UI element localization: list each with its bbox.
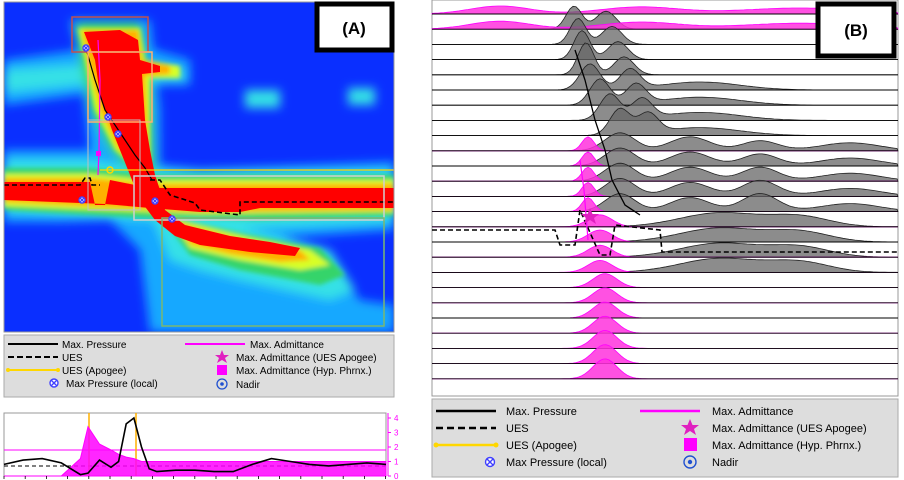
overlay-box-orange bbox=[87, 51, 153, 123]
legend-label-ues-apogee: UES (Apogee) bbox=[62, 366, 126, 377]
legend-b-label-max-admittance: Max. Admittance bbox=[712, 406, 793, 418]
inset-right-tick-label: 3 bbox=[394, 429, 399, 438]
max-pressure-local-marker bbox=[104, 113, 112, 121]
heatmap-lower-left bbox=[4, 215, 170, 332]
legend-label-nadir: Nadir bbox=[236, 380, 261, 391]
waterfall-max-pressure-line bbox=[574, 49, 641, 216]
legend-label-admittance-hyp-phrnx: Max. Admittance (Hyp. Phrnx.) bbox=[236, 366, 372, 377]
legend-b-swatch-admittance-hyp-phrnx bbox=[684, 438, 697, 451]
panel-b-waterfall bbox=[431, 0, 899, 397]
legend-b-label-ues-apogee: UES (Apogee) bbox=[506, 440, 577, 452]
panel-a-tag-label: (A) bbox=[342, 19, 366, 38]
panel-b-tag-label: (B) bbox=[844, 21, 868, 40]
legend-b-swatch-max-pressure-local bbox=[484, 456, 496, 468]
panel-b-legend: Max. Pressure UES UES (Apogee) Max Press… bbox=[431, 398, 899, 478]
panel-b-tag: (B) bbox=[815, 1, 897, 59]
legend-b-swatch-admittance-apogee bbox=[681, 419, 699, 435]
waterfall-admittance-line bbox=[579, 159, 589, 241]
overlay-box-gray bbox=[133, 175, 385, 221]
ues-line bbox=[4, 177, 394, 216]
max-admittance-line bbox=[97, 39, 101, 176]
inset-pressure-line bbox=[3, 416, 387, 476]
legend-b-label-admittance-hyp-phrnx: Max. Admittance (Hyp. Phrnx.) bbox=[712, 440, 861, 452]
overlay-box-inner bbox=[87, 119, 141, 211]
legend-swatch-max-pressure-local bbox=[49, 378, 59, 388]
inset-right-tick-label: 2 bbox=[394, 443, 399, 452]
legend-b-label-ues: UES bbox=[506, 423, 529, 435]
inset-admittance-area bbox=[4, 425, 387, 477]
panel-a-frame bbox=[3, 1, 395, 333]
legend-swatch-ues-apogee-dot bbox=[56, 368, 60, 372]
overlay-box-green bbox=[161, 217, 385, 327]
panel-a-inset-trace: 4 3 2 1 0 bbox=[3, 412, 399, 480]
ues-apogee-marker bbox=[106, 166, 114, 174]
heatmap-core-layer bbox=[4, 30, 394, 256]
max-pressure-local-marker bbox=[168, 215, 176, 223]
legend-swatch-admittance-hyp-phrnx bbox=[217, 365, 227, 375]
inset-right-tick-label: 4 bbox=[394, 414, 399, 423]
legend-label-admittance-apogee: Max. Admittance (UES Apogee) bbox=[236, 353, 377, 364]
max-pressure-local-marker bbox=[151, 197, 159, 205]
legend-swatch-nadir bbox=[216, 378, 228, 390]
legend-b-swatch-ues-apogee-dot bbox=[493, 442, 499, 448]
panel-a-tag: (A) bbox=[314, 1, 395, 53]
waterfall-admittance-apogee-marker bbox=[581, 208, 599, 224]
legend-b-swatch-ues-apogee-dot bbox=[433, 442, 439, 448]
legend-label-max-pressure: Max. Pressure bbox=[62, 340, 127, 351]
legend-b-label-nadir: Nadir bbox=[712, 457, 739, 469]
max-pressure-local-markers bbox=[78, 44, 176, 223]
legend-swatch-admittance-apogee bbox=[215, 350, 229, 363]
max-pressure-local-marker bbox=[114, 130, 122, 138]
inset-right-tick-label: 1 bbox=[394, 458, 399, 467]
legend-b-label-max-pressure-local: Max Pressure (local) bbox=[506, 457, 607, 469]
hyp-phrnx-marker bbox=[96, 151, 101, 156]
inset-right-tick-label: 0 bbox=[394, 472, 399, 480]
legend-label-ues: UES bbox=[62, 353, 83, 364]
panel-a-heatmap bbox=[4, 2, 394, 332]
inset-right-axis: 4 3 2 1 0 bbox=[387, 413, 399, 480]
waterfall-ues-line bbox=[432, 207, 898, 256]
legend-b-swatch-nadir bbox=[683, 455, 697, 469]
legend-b-label-max-pressure: Max. Pressure bbox=[506, 406, 577, 418]
legend-label-max-pressure-local: Max Pressure (local) bbox=[66, 379, 158, 390]
legend-b-label-admittance-apogee: Max. Admittance (UES Apogee) bbox=[712, 423, 867, 435]
panel-a-legend: Max. Pressure UES UES (Apogee) Max Press… bbox=[3, 334, 395, 398]
max-pressure-local-marker bbox=[78, 196, 86, 204]
legend-label-max-admittance: Max. Admittance bbox=[250, 340, 324, 351]
legend-swatch-ues-apogee-dot bbox=[6, 368, 10, 372]
max-pressure-local-marker bbox=[82, 44, 90, 52]
